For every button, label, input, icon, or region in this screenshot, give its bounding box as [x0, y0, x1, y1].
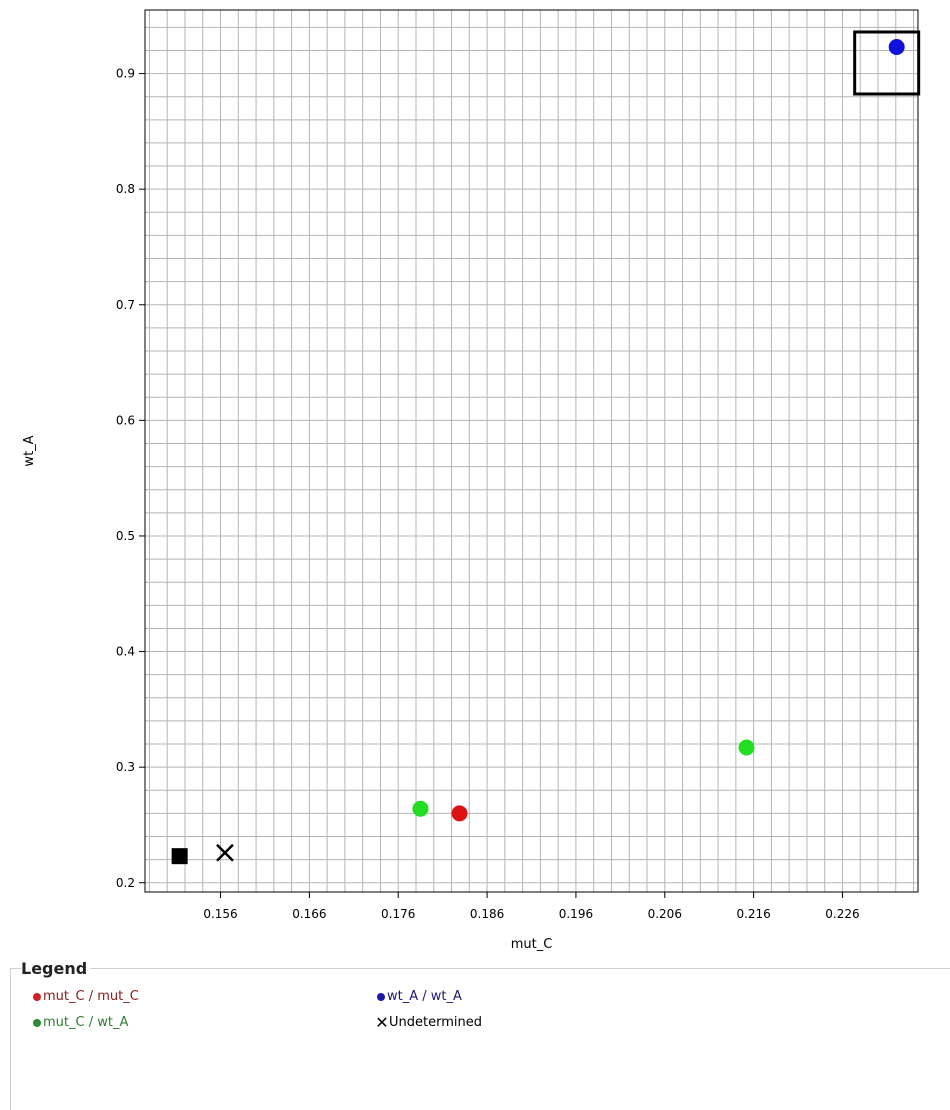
legend-label: wt_A / wt_A [387, 989, 462, 1005]
data-point[interactable] [412, 801, 428, 817]
scatter-plot: 0.156 0.166 0.176 0.186 0.196 0.206 0.216 0.226… [0, 0, 950, 960]
y-tick-label: 0.7 [116, 298, 135, 312]
y-tick-label: 0.2 [116, 876, 135, 890]
legend-item-mut-c-wt-a[interactable]: mut_C / wt_A [33, 1015, 128, 1031]
legend-label: Undetermined [389, 1015, 482, 1031]
selection-box[interactable] [855, 32, 919, 94]
data-point-undetermined[interactable] [217, 845, 233, 861]
axis-ticks: 0.156 0.166 0.176 0.186 0.196 0.206 0.216 0.226… [116, 67, 860, 921]
y-tick-label: 0.4 [116, 645, 135, 659]
x-tick-label: 0.176 [381, 907, 415, 921]
legend-marker-dot-icon [377, 993, 385, 1001]
plot-area[interactable] [145, 10, 918, 892]
y-tick-label: 0.9 [116, 67, 135, 81]
x-axis-title: mut_C [511, 937, 553, 952]
legend-panel: Legend mut_C / mut_C mut_C / wt_A wt_A /… [10, 968, 950, 1110]
legend-label: mut_C / mut_C [43, 989, 139, 1005]
legend-item-undetermined[interactable]: ✕ Undetermined [375, 1015, 482, 1031]
x-tick-label: 0.206 [648, 907, 682, 921]
y-tick-label: 0.3 [116, 760, 135, 774]
data-point[interactable] [452, 805, 468, 821]
y-axis-title: wt_A [22, 435, 37, 466]
x-tick-label: 0.196 [559, 907, 593, 921]
legend-item-wt-a-wt-a[interactable]: wt_A / wt_A [377, 989, 462, 1005]
x-marker-icon: ✕ [375, 1015, 389, 1031]
x-tick-label: 0.156 [203, 907, 237, 921]
x-tick-label: 0.166 [292, 907, 326, 921]
y-tick-label: 0.8 [116, 182, 135, 196]
y-tick-label: 0.6 [116, 413, 135, 427]
data-point-control[interactable] [172, 848, 188, 864]
data-point[interactable] [889, 39, 905, 55]
legend-title: Legend [21, 960, 90, 978]
grid [145, 10, 918, 892]
legend-marker-dot-icon [33, 993, 41, 1001]
legend-item-mut-c-mut-c[interactable]: mut_C / mut_C [33, 989, 139, 1005]
x-tick-label: 0.226 [825, 907, 859, 921]
legend-marker-dot-icon [33, 1019, 41, 1027]
x-tick-label: 0.216 [736, 907, 770, 921]
legend-label: mut_C / wt_A [43, 1015, 128, 1031]
x-tick-label: 0.186 [470, 907, 504, 921]
data-point[interactable] [739, 740, 755, 756]
y-tick-label: 0.5 [116, 529, 135, 543]
